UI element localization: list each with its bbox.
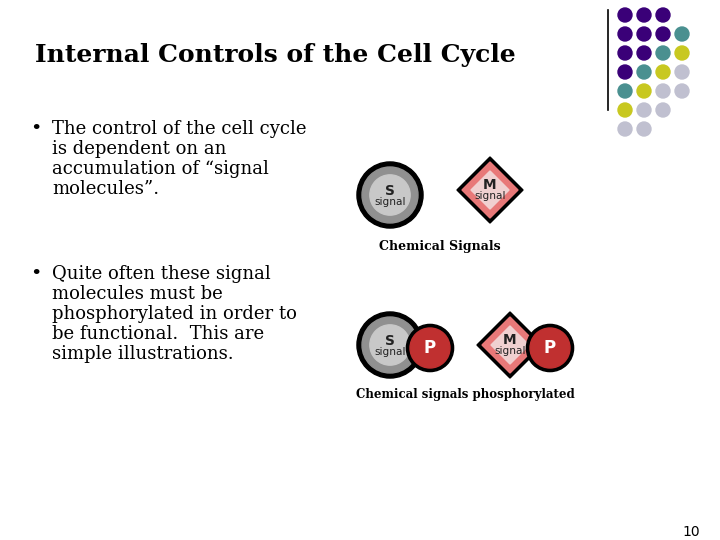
Polygon shape bbox=[462, 162, 518, 218]
Circle shape bbox=[618, 46, 632, 60]
Circle shape bbox=[618, 65, 632, 79]
Circle shape bbox=[637, 103, 651, 117]
Text: P: P bbox=[424, 339, 436, 357]
Text: •: • bbox=[30, 120, 41, 138]
Text: signal: signal bbox=[374, 347, 406, 357]
Polygon shape bbox=[471, 171, 509, 209]
Circle shape bbox=[618, 84, 632, 98]
Circle shape bbox=[656, 84, 670, 98]
Text: Chemical Signals: Chemical Signals bbox=[379, 240, 501, 253]
Text: M: M bbox=[503, 333, 517, 347]
Text: simple illustrations.: simple illustrations. bbox=[52, 345, 233, 363]
Circle shape bbox=[675, 46, 689, 60]
Text: The control of the cell cycle: The control of the cell cycle bbox=[52, 120, 307, 138]
Circle shape bbox=[637, 122, 651, 136]
Text: phosphorylated in order to: phosphorylated in order to bbox=[52, 305, 297, 323]
Circle shape bbox=[618, 8, 632, 22]
Text: 10: 10 bbox=[683, 525, 700, 539]
Text: molecules”.: molecules”. bbox=[52, 180, 159, 198]
Text: be functional.  This are: be functional. This are bbox=[52, 325, 264, 343]
Circle shape bbox=[526, 325, 574, 372]
Text: M: M bbox=[483, 178, 497, 192]
Circle shape bbox=[357, 312, 423, 378]
Circle shape bbox=[618, 27, 632, 41]
Text: P: P bbox=[544, 339, 556, 357]
Circle shape bbox=[637, 84, 651, 98]
Circle shape bbox=[656, 65, 670, 79]
Circle shape bbox=[656, 103, 670, 117]
Circle shape bbox=[637, 46, 651, 60]
Circle shape bbox=[637, 27, 651, 41]
Circle shape bbox=[675, 65, 689, 79]
Text: •: • bbox=[30, 265, 41, 283]
Circle shape bbox=[656, 46, 670, 60]
Circle shape bbox=[656, 8, 670, 22]
Text: Internal Controls of the Cell Cycle: Internal Controls of the Cell Cycle bbox=[35, 43, 516, 67]
Circle shape bbox=[357, 162, 423, 228]
Circle shape bbox=[637, 65, 651, 79]
Text: signal: signal bbox=[374, 197, 406, 207]
Text: S: S bbox=[385, 334, 395, 348]
Circle shape bbox=[370, 325, 410, 365]
Text: molecules must be: molecules must be bbox=[52, 285, 222, 303]
Polygon shape bbox=[482, 317, 538, 373]
Circle shape bbox=[675, 27, 689, 41]
Text: Quite often these signal: Quite often these signal bbox=[52, 265, 271, 283]
Circle shape bbox=[618, 103, 632, 117]
Circle shape bbox=[675, 84, 689, 98]
Circle shape bbox=[656, 27, 670, 41]
Circle shape bbox=[406, 325, 454, 372]
Circle shape bbox=[362, 167, 418, 223]
Circle shape bbox=[530, 328, 570, 368]
Text: signal: signal bbox=[474, 191, 505, 201]
Circle shape bbox=[410, 328, 450, 368]
Circle shape bbox=[370, 175, 410, 215]
Polygon shape bbox=[477, 312, 543, 378]
Text: Chemical signals phosphorylated: Chemical signals phosphorylated bbox=[356, 388, 575, 401]
Circle shape bbox=[637, 8, 651, 22]
Text: S: S bbox=[385, 184, 395, 198]
Polygon shape bbox=[491, 326, 529, 364]
Text: signal: signal bbox=[494, 346, 526, 356]
Text: is dependent on an: is dependent on an bbox=[52, 140, 226, 158]
Circle shape bbox=[618, 122, 632, 136]
Polygon shape bbox=[457, 157, 523, 223]
Text: accumulation of “signal: accumulation of “signal bbox=[52, 160, 269, 178]
Circle shape bbox=[362, 317, 418, 373]
